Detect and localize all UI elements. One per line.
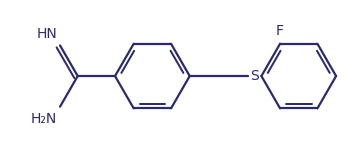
Text: HN: HN	[36, 27, 57, 40]
Text: F: F	[276, 24, 284, 38]
Text: S: S	[250, 69, 259, 83]
Text: H₂N: H₂N	[31, 112, 57, 126]
